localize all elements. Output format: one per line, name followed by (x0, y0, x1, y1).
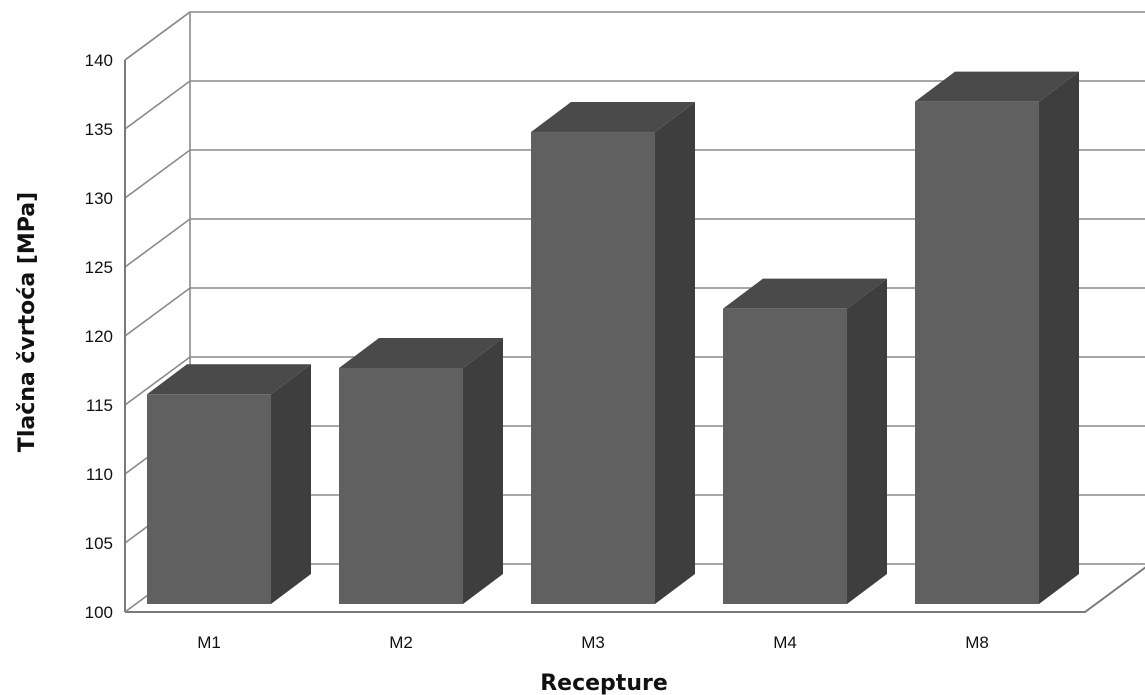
bar-m4 (723, 278, 887, 604)
bar-side (847, 278, 887, 604)
y-tick-label: 100 (85, 603, 113, 622)
y-tick-label: 105 (85, 534, 113, 553)
bar-m2 (339, 338, 503, 604)
bar-top (531, 102, 695, 133)
bar-m1 (147, 364, 311, 604)
y-tick-label: 120 (85, 327, 113, 346)
bar-top (723, 278, 887, 309)
bar-front (339, 368, 463, 604)
x-category-label: M1 (197, 633, 221, 652)
bar-top (339, 338, 503, 369)
x-category-label: M3 (581, 633, 605, 652)
bar-side (271, 364, 311, 604)
wall-top-edge (124, 11, 191, 61)
bars (147, 71, 1079, 605)
bar-side (1039, 71, 1079, 605)
x-axis-title: Recepture (540, 671, 668, 695)
bar-side (655, 102, 695, 604)
bar-top (147, 364, 311, 395)
y-tick-label: 135 (85, 120, 113, 139)
x-category-label: M8 (965, 633, 989, 652)
bar-front (915, 101, 1039, 605)
y-tick-label: 115 (86, 396, 113, 415)
x-category-labels: M1 M2 M3 M4 M8 (197, 633, 989, 652)
y-tick-labels: 100 105 110 115 120 125 130 135 140 (85, 51, 113, 622)
gridline (124, 11, 1145, 61)
y-axis-title: Tlačna čvrtoća [MPa] (15, 192, 40, 452)
bar-front (723, 308, 847, 604)
bar-m3 (531, 102, 695, 605)
bar-front (147, 394, 271, 604)
bar-top (915, 71, 1079, 102)
y-tick-label: 130 (85, 189, 113, 208)
y-tick-label: 140 (85, 51, 113, 70)
bar-side (463, 338, 503, 604)
x-category-label: M4 (773, 633, 797, 652)
y-tick-label: 110 (86, 465, 113, 484)
bar-m8 (915, 71, 1079, 605)
bar-front (531, 132, 655, 605)
x-category-label: M2 (389, 633, 413, 652)
x-axis-line (125, 566, 1145, 613)
y-tick-label: 125 (85, 258, 113, 277)
